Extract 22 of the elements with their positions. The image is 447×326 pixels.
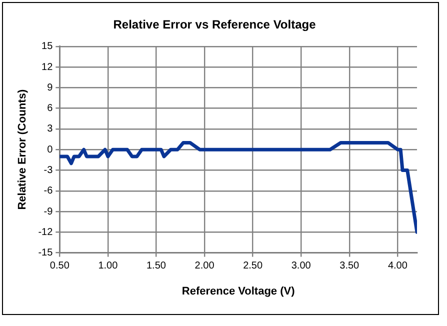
x-tick-label: 3.00	[291, 260, 312, 272]
x-tick-label: 1.50	[146, 260, 166, 272]
chart-title: Relative Error vs Reference Voltage	[113, 18, 316, 32]
y-tick-label: 12	[42, 62, 54, 73]
y-tick-label: -6	[44, 186, 54, 197]
y-tick-label: 6	[47, 103, 54, 114]
y-tick-label: -15	[38, 248, 54, 259]
x-tick-label: 3.50	[340, 260, 360, 272]
y-tick-label: -9	[44, 206, 54, 218]
y-tick-label: 3	[47, 124, 54, 135]
x-tick-label: 2.50	[243, 260, 263, 272]
y-tick-label: 15	[42, 41, 54, 52]
x-tick-label: 1.00	[98, 260, 118, 272]
y-tick-label: 0	[47, 144, 54, 156]
y-axis-title: Relative Error (Counts)	[16, 89, 29, 210]
x-tick-label: 0.50	[50, 260, 70, 272]
x-axis-title: Reference Voltage (V)	[182, 285, 296, 298]
x-tick-label: 4.00	[388, 260, 408, 272]
x-tick-label: 2.00	[194, 260, 215, 272]
y-tick-label: -12	[38, 226, 54, 238]
y-tick-label: 9	[47, 82, 54, 94]
y-tick-label: -3	[44, 164, 54, 176]
